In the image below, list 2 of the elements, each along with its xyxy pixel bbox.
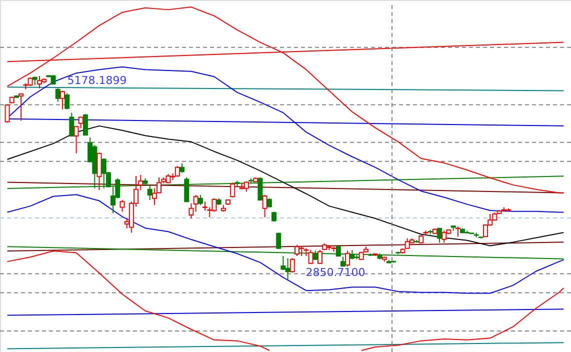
annotation: 5178.1899 [67, 74, 127, 88]
annotation: 2850.7100 [306, 266, 366, 279]
